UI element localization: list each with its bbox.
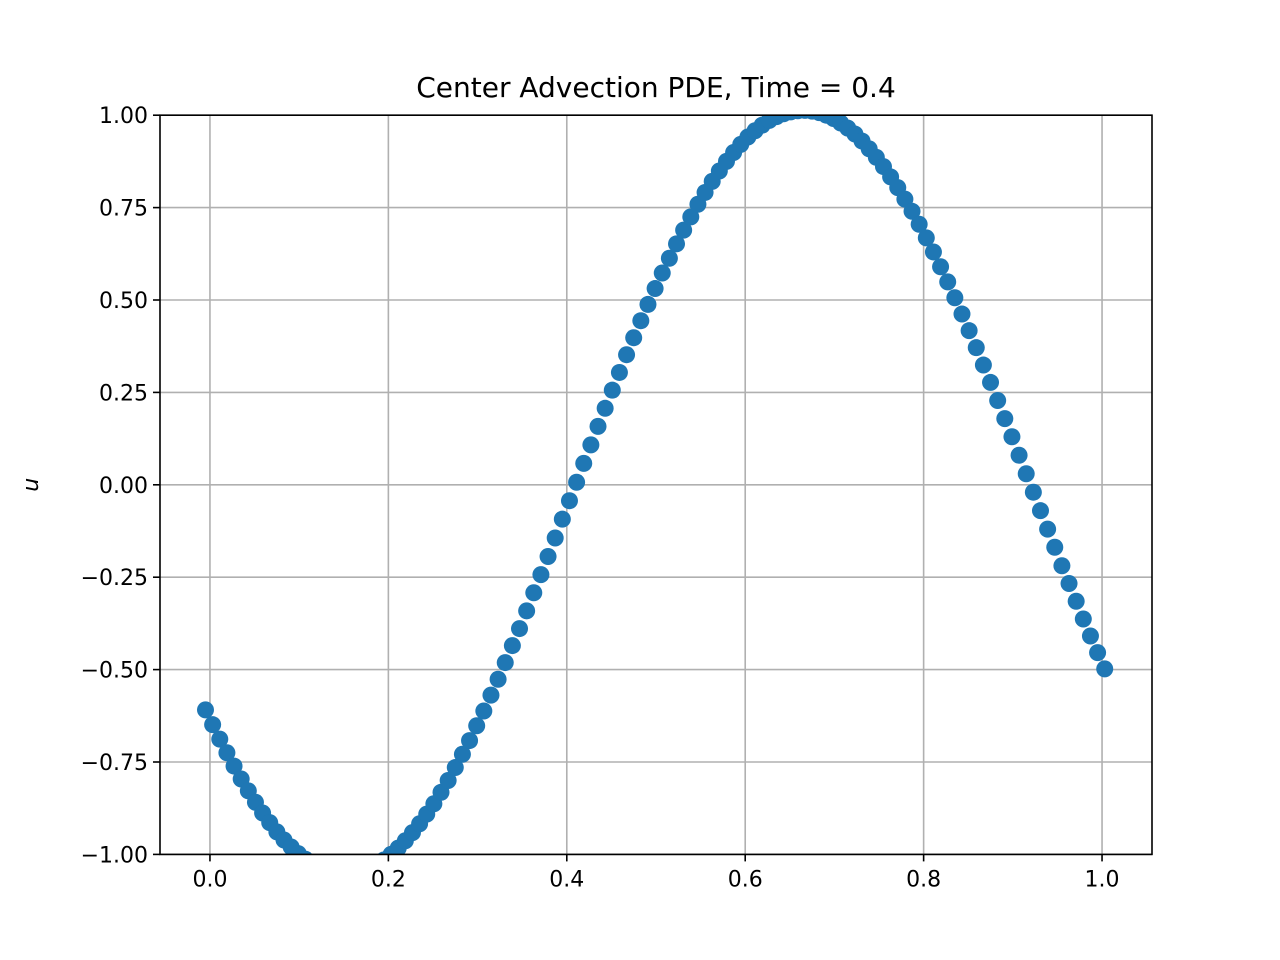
data-point-43	[503, 637, 521, 655]
data-point-34	[439, 771, 457, 789]
data-point-57	[603, 381, 621, 399]
data-point-60	[625, 329, 643, 347]
grid-lines	[160, 114, 1152, 856]
y-tick-label-8: 1.00	[99, 104, 148, 129]
data-point-49	[546, 529, 564, 547]
data-point-104	[939, 273, 957, 291]
y-tick-label-3: −0.25	[81, 566, 148, 591]
data-points	[196, 115, 1114, 855]
data-point-59	[618, 346, 636, 364]
data-point-66	[668, 235, 686, 253]
y-tick-label-5: 0.25	[99, 381, 148, 406]
y-axis-label: u	[19, 478, 44, 492]
data-point-45	[518, 602, 536, 620]
data-point-14	[298, 850, 313, 855]
data-point-115	[1017, 465, 1035, 483]
data-point-0	[196, 701, 214, 719]
data-point-109	[974, 356, 992, 374]
x-tick-label-2: 0.4	[549, 867, 584, 892]
data-point-125	[1089, 644, 1107, 662]
data-point-58	[610, 363, 628, 381]
chart-title: Center Advection PDE, Time = 0.4	[416, 71, 896, 104]
data-point-116	[1024, 483, 1042, 501]
y-tick-label-2: −0.50	[81, 659, 148, 684]
y-tick-label-0: −1.00	[81, 843, 148, 868]
data-point-105	[946, 289, 964, 307]
data-point-102	[924, 243, 942, 261]
data-point-39	[475, 702, 493, 720]
data-point-1	[204, 716, 222, 734]
data-point-100	[910, 215, 928, 233]
x-tick-label-5: 1.0	[1085, 867, 1120, 892]
data-point-126	[1096, 660, 1114, 678]
data-point-65	[660, 249, 678, 267]
data-point-52	[568, 473, 586, 491]
data-point-122	[1067, 592, 1085, 610]
data-point-37	[461, 732, 479, 750]
x-tick-label-3: 0.6	[728, 867, 763, 892]
data-point-51	[560, 492, 578, 510]
y-tick-label-4: 0.00	[99, 474, 148, 499]
data-point-38	[468, 717, 486, 735]
data-point-124	[1081, 627, 1099, 645]
y-tick-label-1: −0.75	[81, 751, 148, 776]
data-point-36	[453, 745, 471, 763]
data-point-121	[1060, 574, 1078, 592]
data-point-47	[532, 566, 550, 584]
data-point-50	[553, 510, 571, 528]
data-point-3	[218, 744, 236, 762]
axis-ticks: 0.0 0.2 0.4 0.6 0.8 1.0 −1.00 −0.75 −0.50 −0.25 0.…	[81, 104, 1120, 892]
data-point-111	[989, 392, 1007, 410]
data-point-56	[596, 399, 614, 417]
data-point-55	[589, 417, 607, 435]
data-point-99	[903, 202, 921, 220]
data-point-64	[653, 264, 671, 282]
data-point-119	[1046, 538, 1064, 556]
data-point-46	[525, 584, 543, 602]
data-point-117	[1031, 502, 1049, 520]
x-tick-label-1: 0.2	[371, 867, 406, 892]
data-point-35	[446, 759, 464, 777]
data-point-108	[967, 339, 985, 357]
data-point-67	[675, 221, 693, 239]
data-point-113	[1003, 428, 1021, 446]
x-tick-label-4: 0.8	[906, 867, 941, 892]
data-point-120	[1053, 557, 1071, 575]
data-point-44	[511, 620, 529, 638]
data-point-112	[996, 410, 1014, 428]
data-point-62	[639, 295, 657, 313]
data-point-53	[575, 454, 593, 472]
x-tick-label-0: 0.0	[192, 867, 227, 892]
data-point-114	[1010, 446, 1028, 464]
data-point-63	[646, 280, 664, 298]
data-point-4	[225, 757, 243, 775]
y-tick-label-6: 0.50	[99, 289, 148, 314]
data-point-54	[582, 436, 600, 454]
data-point-48	[539, 548, 557, 566]
data-point-110	[982, 373, 1000, 391]
data-point-68	[682, 208, 700, 226]
data-point-40	[482, 686, 500, 704]
data-point-107	[960, 322, 978, 340]
y-tick-label-7: 0.75	[99, 197, 148, 222]
data-point-101	[917, 229, 935, 247]
data-point-103	[932, 258, 950, 276]
data-point-2	[211, 730, 229, 748]
data-point-42	[496, 654, 514, 672]
data-point-41	[489, 670, 507, 688]
data-point-123	[1074, 610, 1092, 628]
data-point-106	[953, 305, 971, 323]
data-point-61	[632, 312, 650, 330]
data-point-118	[1039, 520, 1057, 538]
